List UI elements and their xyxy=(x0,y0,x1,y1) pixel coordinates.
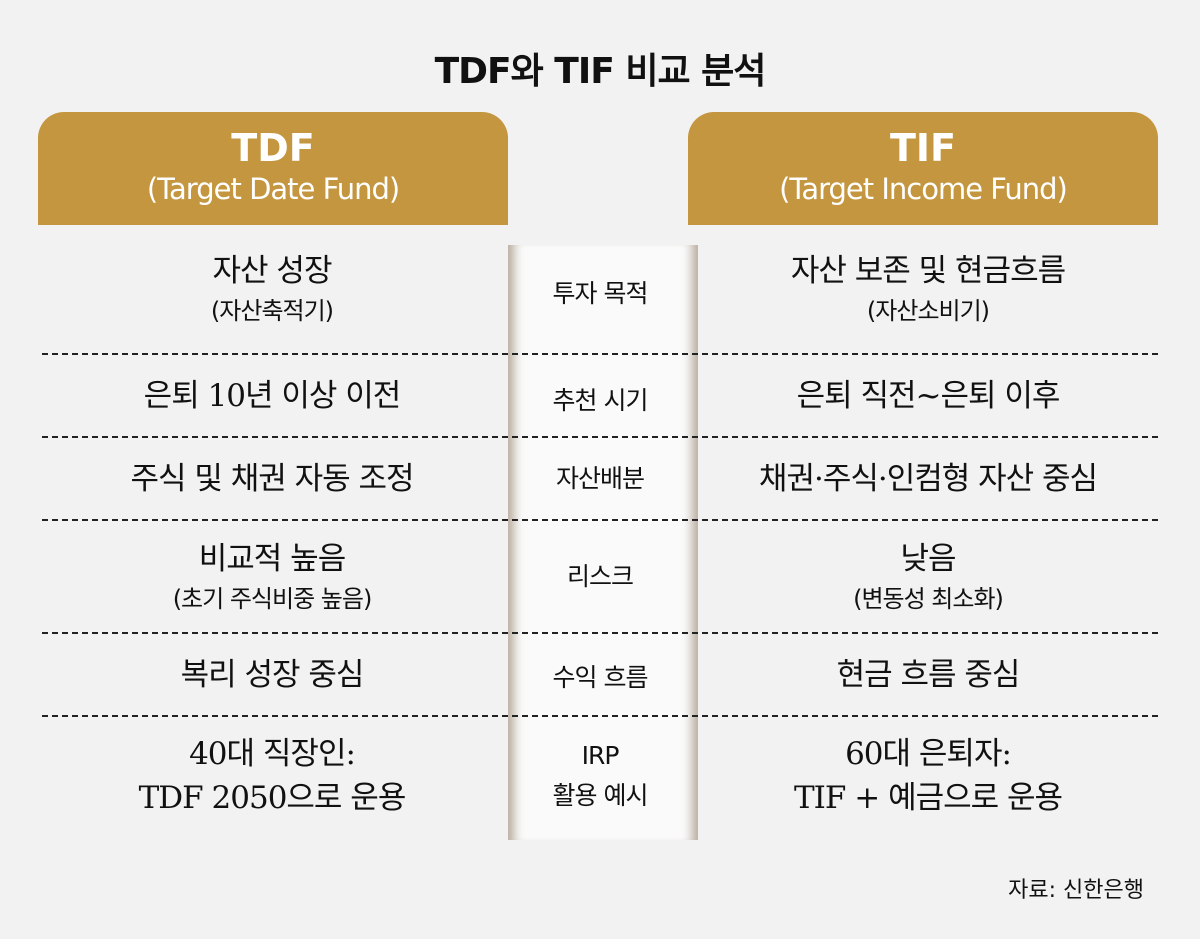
tif-value-line2: TIF + 예금으로 운용 xyxy=(793,780,1063,816)
page-title: TDF와 TIF 비교 분석 xyxy=(434,51,767,92)
tdf-value: 은퇴 10년 이상 이전 xyxy=(143,377,402,414)
tdf-header: TDF (Target Date Fund) xyxy=(38,112,508,225)
source-note: 자료: 신한은행 xyxy=(1008,878,1144,903)
tif-note: (변동성 최소화) xyxy=(853,584,1004,613)
row-label: 자산배분 xyxy=(555,463,645,493)
table-row: 자산 성장 (자산축적기) 투자 목적 자산 보존 및 현금흐름 (자산소비기) xyxy=(42,225,1158,355)
tif-header: TIF (Target Income Fund) xyxy=(688,112,1158,225)
tif-name: TIF xyxy=(889,126,957,170)
table-row: 복리 성장 중심 수익 흐름 현금 흐름 중심 xyxy=(42,634,1158,717)
tdf-value: 자산 성장 xyxy=(212,253,333,289)
row-label: 수익 흐름 xyxy=(552,662,649,692)
table-row: 40대 직장인: TDF 2050으로 운용 IRP 활용 예시 60대 은퇴자: T… xyxy=(42,717,1158,835)
row-label: 리스크 xyxy=(566,561,634,591)
table-row: 비교적 높음 (초기 주식비중 높음) 리스크 낮음 (변동성 최소화) xyxy=(42,521,1158,634)
tdf-value: 비교적 높음 xyxy=(198,540,346,577)
tif-value: 60대 은퇴자: xyxy=(845,736,1012,772)
row-label: 투자 목적 xyxy=(552,279,649,308)
tdf-note: (자산축적기) xyxy=(210,297,334,325)
tif-note: (자산소비기) xyxy=(866,297,990,325)
row-label: IRP xyxy=(581,741,620,770)
tif-value: 자산 보존 및 현금흐름 xyxy=(790,253,1066,289)
tdf-value: 40대 직장인: xyxy=(189,736,356,772)
tdf-full-name: (Target Date Fund) xyxy=(146,172,400,206)
tdf-value-line2: TDF 2050으로 운용 xyxy=(138,780,407,816)
tdf-note: (초기 주식비중 높음) xyxy=(172,584,373,613)
tif-value: 은퇴 직전~은퇴 이후 xyxy=(796,377,1061,414)
tif-value: 낮음 xyxy=(900,540,956,577)
row-label-line2: 활용 예시 xyxy=(552,781,649,810)
tif-value: 채권·주식·인컴형 자산 중심 xyxy=(758,460,1098,497)
category-column xyxy=(508,245,698,840)
tdf-value: 복리 성장 중심 xyxy=(180,656,365,693)
table-row: 주식 및 채권 자동 조정 자산배분 채권·주식·인컴형 자산 중심 xyxy=(42,438,1158,521)
tdf-value: 주식 및 채권 자동 조정 xyxy=(130,460,414,497)
tif-value: 현금 흐름 중심 xyxy=(836,656,1021,693)
tdf-name: TDF xyxy=(231,126,315,170)
tif-full-name: (Target Income Fund) xyxy=(779,172,1068,206)
table-row: 은퇴 10년 이상 이전 추천 시기 은퇴 직전~은퇴 이후 xyxy=(42,355,1158,438)
row-label: 추천 시기 xyxy=(552,385,649,415)
